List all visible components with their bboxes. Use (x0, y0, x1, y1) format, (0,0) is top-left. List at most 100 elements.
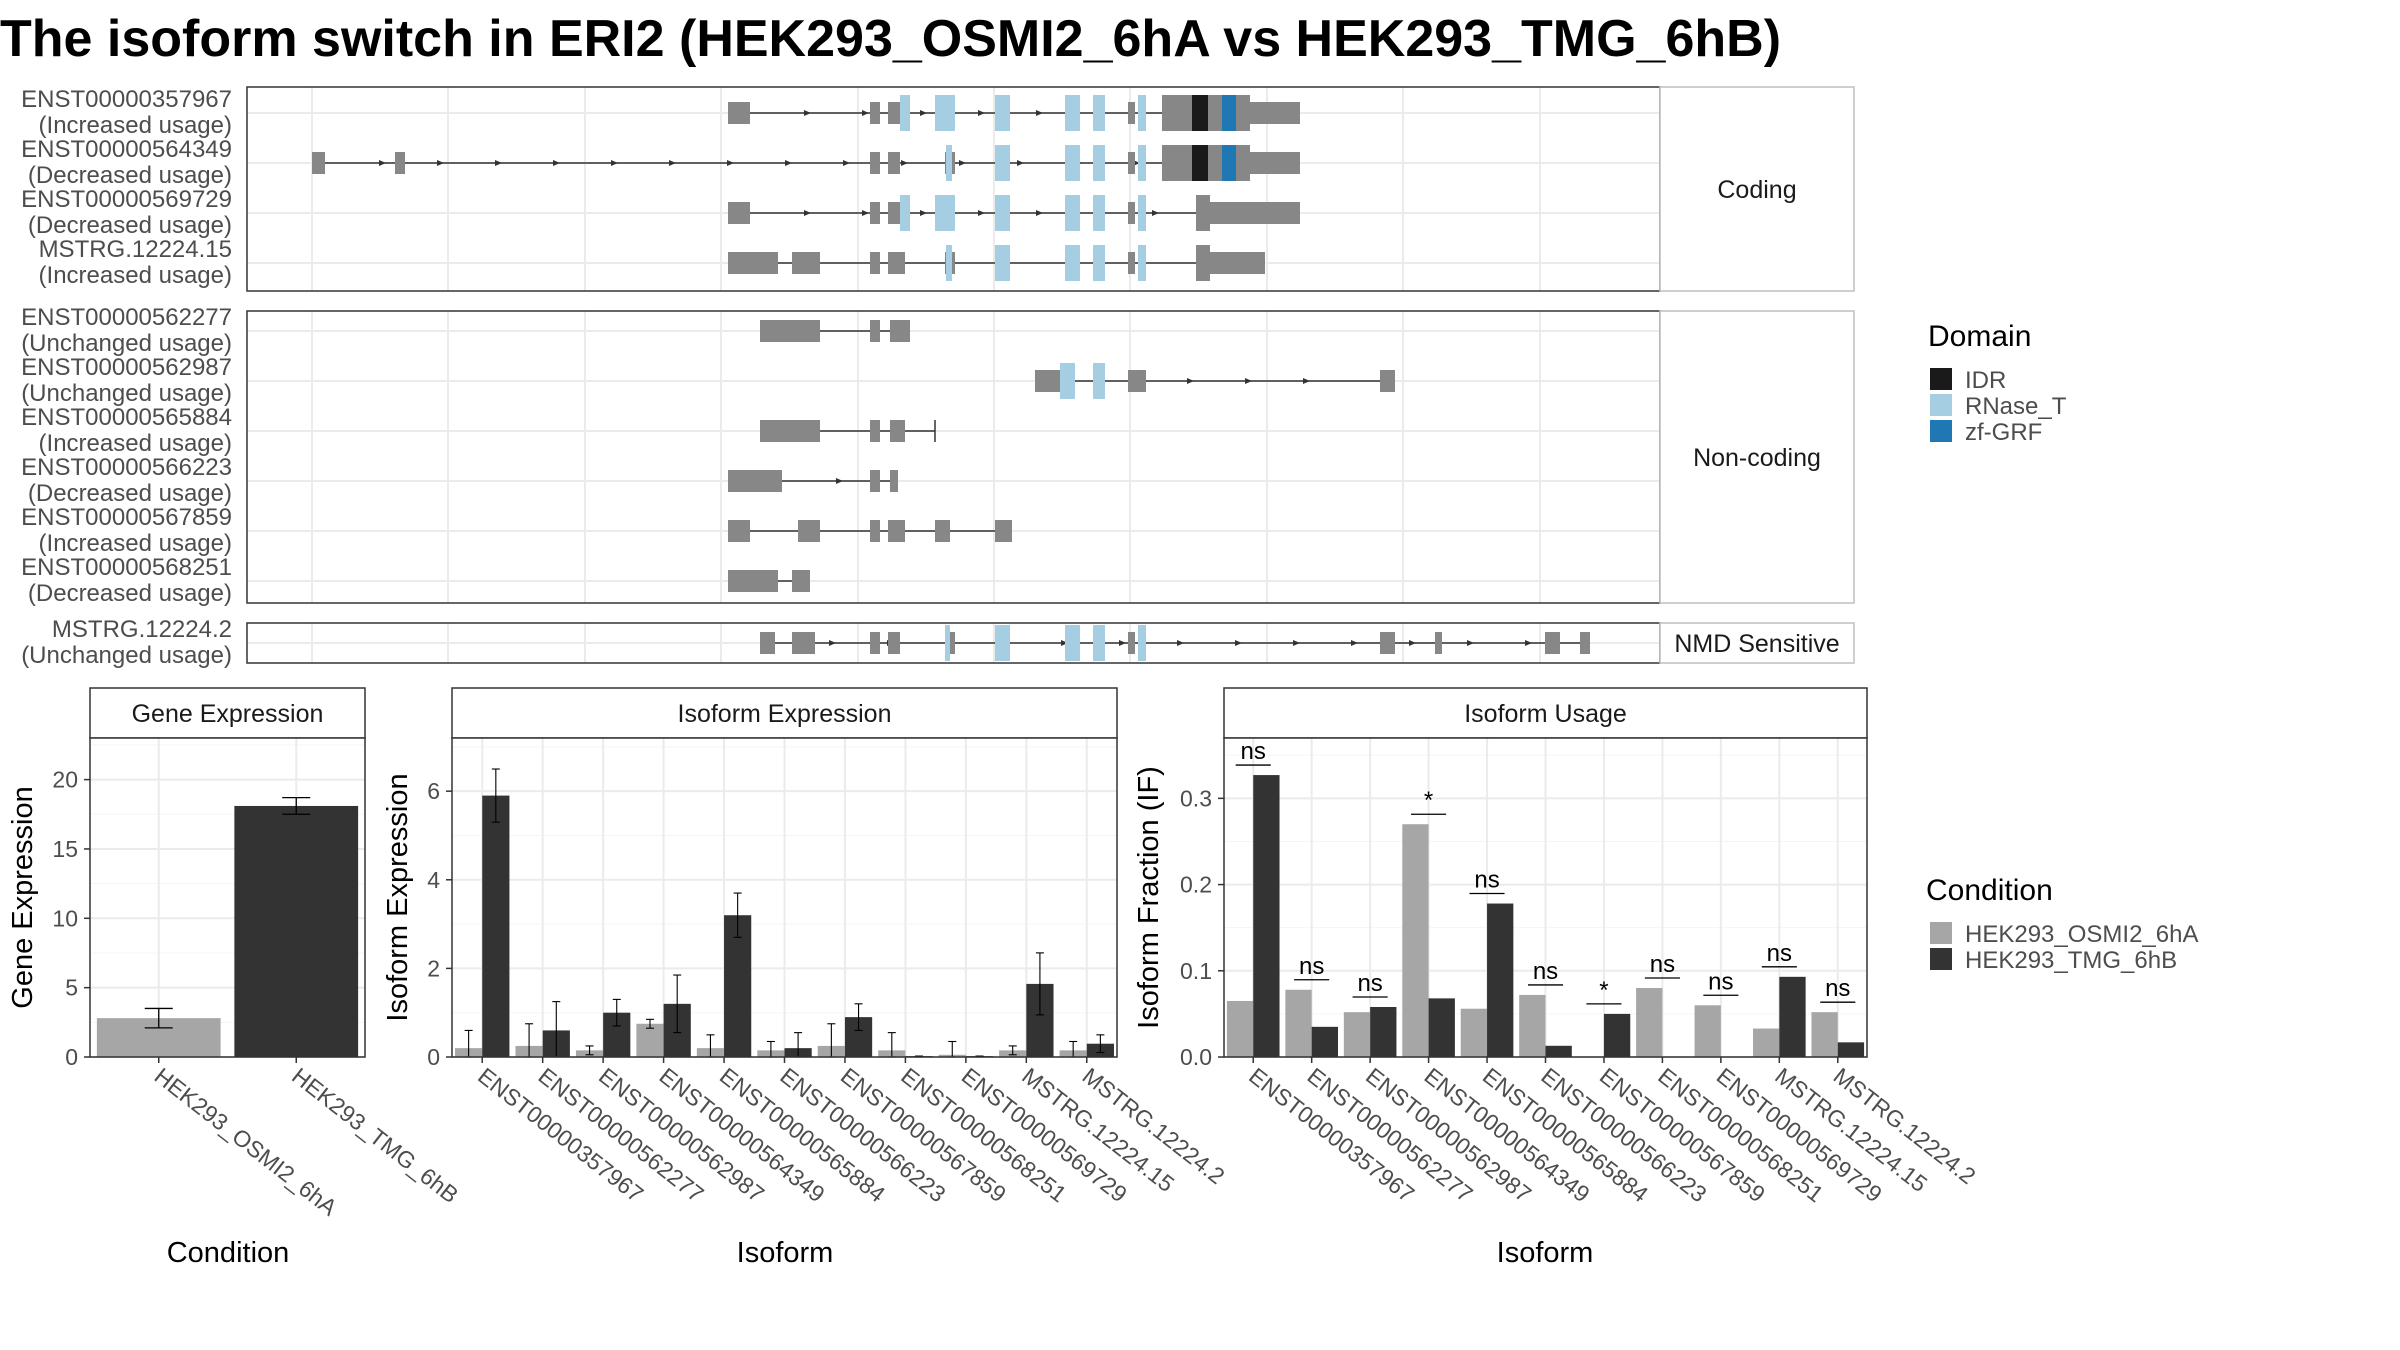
domain-rnase-t (900, 195, 910, 231)
domain-rnase-t (995, 195, 1010, 231)
legend-label: RNase_T (1965, 393, 2067, 420)
exon-block (1380, 370, 1395, 392)
y-tick-label: 5 (65, 975, 78, 1001)
y-tick-label: 0.2 (1180, 872, 1212, 898)
bar-HEK293_OSMI2_6hA-ENST00000562277 (1285, 989, 1312, 1057)
bar-HEK293_TMG_6hB-ENST00000565884 (724, 915, 752, 1057)
exon-block (870, 520, 880, 542)
exon-block (1196, 252, 1265, 274)
exon-block (760, 632, 775, 654)
exon-block (728, 570, 778, 592)
domain-rnase-t (1138, 145, 1146, 181)
transcript-id-label: ENST00000564349 (21, 136, 232, 163)
bar-charts: Gene Expression05101520HEK293_OSMI2_6hAH… (7, 687, 1981, 1269)
exon-block (728, 202, 750, 224)
domain-rnase-t (1065, 145, 1080, 181)
legend-label: HEK293_TMG_6hB (1965, 947, 2177, 974)
bar-HEK293_TMG_6hB-ENST00000562987 (1370, 1006, 1397, 1057)
domain-rnase-t (995, 95, 1010, 131)
legend-label: HEK293_OSMI2_6hA (1965, 921, 2198, 948)
intron-arrow (1351, 640, 1358, 646)
significance-label: ns (1825, 975, 1850, 1002)
error-bar (612, 998, 621, 1027)
transcript-ENST00000562277: ENST00000562277(Unchanged usage) (21, 304, 910, 357)
intron-arrow (669, 160, 676, 166)
intron-arrow (1235, 640, 1242, 646)
facet-strip-label: Coding (1717, 176, 1796, 204)
legend-key-rnase-t (1930, 394, 1952, 416)
exon-block (888, 152, 900, 174)
facet-background (247, 311, 1660, 603)
domain-rnase-t (935, 95, 955, 131)
transcript-status-label: (Increased usage) (39, 262, 232, 289)
exon-block (888, 632, 900, 654)
bar-HEK293_TMG_6hB-ENST00000567859 (1603, 1013, 1631, 1057)
domain-rnase-t (1093, 195, 1105, 231)
intron-arrow (843, 160, 850, 166)
exon-block (1128, 252, 1135, 274)
bar-HEK293_TMG_6hB-ENST00000565884 (1487, 903, 1514, 1057)
transcript-ENST00000568251: ENST00000568251(Decreased usage) (21, 554, 810, 607)
error-bar (733, 892, 742, 938)
legend-key-idr (1930, 368, 1952, 390)
condition-legend-title: Condition (1926, 874, 2053, 907)
transcript-status-label: (Decreased usage) (28, 212, 232, 239)
intron-arrow (1177, 640, 1184, 646)
chart-strip (1223, 687, 1868, 739)
transcript-MSTRG.12224.15: MSTRG.12224.15(Increased usage) (39, 236, 1265, 289)
transcript-status-label: (Increased usage) (39, 430, 232, 457)
transcript-id-label: ENST00000566223 (21, 454, 232, 481)
exon-block (792, 252, 820, 274)
exon-block (1545, 632, 1560, 654)
transcript-ENST00000569729: ENST00000569729(Decreased usage) (21, 186, 1300, 239)
bar-HEK293_OSMI2_6hA-ENST00000566223 (1519, 994, 1546, 1057)
transcript-status-label: (Unchanged usage) (21, 330, 232, 357)
error-bar (282, 796, 311, 815)
error-bar (491, 768, 500, 823)
legend-key-condition (1930, 948, 1952, 970)
error-bar (673, 974, 682, 1034)
intron-arrow (978, 110, 985, 116)
y-tick-label: 0 (65, 1044, 78, 1070)
domain-rnase-t (1093, 145, 1105, 181)
exon-block (888, 202, 900, 224)
intron-arrow (1303, 378, 1310, 384)
exon-block (1035, 370, 1058, 392)
transcript-status-label: (Unchanged usage) (21, 642, 232, 669)
domain-rnase-t (1093, 245, 1105, 281)
domain-idr (1192, 145, 1208, 181)
bar-HEK293_TMG_6hB-ENST00000566223 (1545, 1045, 1572, 1057)
exon-block (890, 470, 898, 492)
domain-idr (1192, 95, 1208, 131)
domain-rnase-t (995, 625, 1010, 661)
domain-rnase-t (945, 625, 950, 661)
intron-arrow (1467, 640, 1474, 646)
transcript-id-label: MSTRG.12224.15 (39, 236, 232, 263)
exon-block (888, 102, 900, 124)
transcript-ENST00000565884: ENST00000565884(Increased usage) (21, 404, 936, 457)
exon-block (870, 420, 880, 442)
transcript-id-label: ENST00000357967 (21, 86, 232, 113)
intron-arrow (959, 160, 966, 166)
exon-block (792, 632, 815, 654)
intron-arrow (862, 210, 869, 216)
intron-arrow (829, 640, 836, 646)
exon-block (870, 632, 880, 654)
exon-block (728, 470, 782, 492)
bar-HEK293_TMG_6hB (234, 805, 359, 1057)
facet-strip (1659, 310, 1855, 604)
significance-label: ns (1767, 940, 1792, 967)
error-bar (645, 1018, 654, 1029)
domain-rnase-t (1093, 95, 1105, 131)
error-bar (1008, 1045, 1017, 1056)
facet-strip (1659, 622, 1855, 664)
legend-key-condition (1930, 922, 1952, 944)
structure-facet-coding: Coding ENST00000357967 (Increased usage) EN… (21, 86, 1855, 292)
exon-block (728, 102, 750, 124)
intron-arrow (1245, 378, 1252, 384)
exon-block (1196, 202, 1300, 224)
plot-border (89, 737, 366, 1058)
chart-title: Isoform Expression (678, 700, 892, 728)
